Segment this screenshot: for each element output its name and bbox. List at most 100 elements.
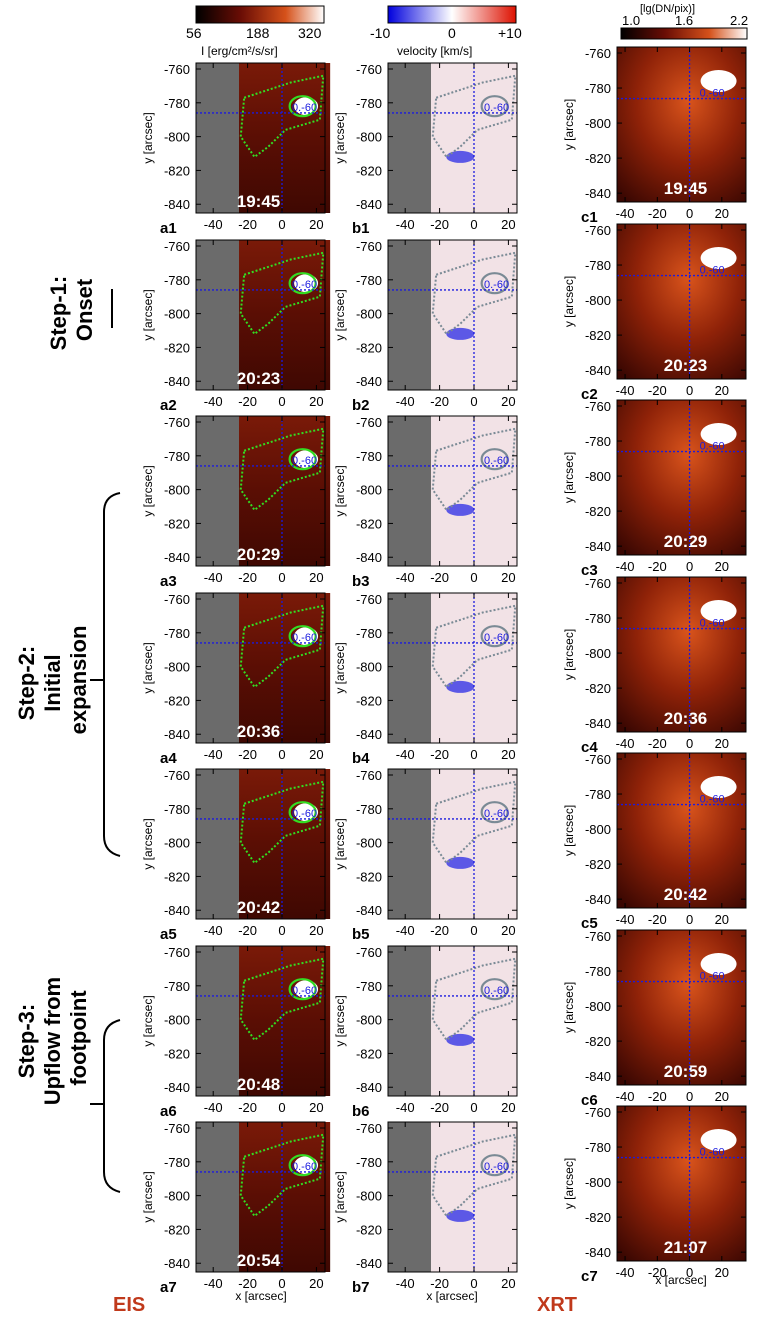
contour-label: 0.-60 [484, 632, 509, 644]
panel-a3: 0.-60 20:29 -760 -780 -800 -820 -840 -40 -20 0 20 y… [141, 415, 331, 590]
contour-label: 0.-60 [484, 1161, 509, 1173]
y-tick-label: -840 [356, 1256, 382, 1271]
y-tick-label: -820 [585, 1210, 611, 1225]
upflow-region [446, 503, 475, 516]
x-tick-label: 0 [470, 747, 477, 762]
x-tick-label: -40 [396, 923, 415, 938]
core-contour [480, 272, 509, 295]
y-tick-label: -800 [164, 1013, 190, 1028]
panel-label-a1: a1 [160, 220, 177, 237]
y-tick-label: -780 [585, 964, 611, 979]
time-label: 20:23 [664, 356, 707, 375]
panel-a1: 0.-60 19:45 -760 -780 -800 -820 -840 -40 -20 0 20 y… [141, 62, 331, 237]
x-tick-label: -20 [648, 736, 667, 751]
time-label: 20:36 [664, 709, 707, 728]
y-tick-label: -820 [164, 340, 190, 355]
y-tick-label: -760 [164, 415, 190, 430]
y-tick-label: -820 [164, 1222, 190, 1237]
x-tick-label: 0 [686, 1089, 693, 1104]
bright-core [294, 274, 319, 293]
y-axis-label: y [arcsec] [141, 1171, 155, 1222]
time-label: 20:42 [664, 885, 707, 904]
core-contour [480, 95, 509, 118]
y-axis-label: y [arcsec] [562, 629, 576, 680]
x-tick-label: -40 [396, 1100, 415, 1115]
y-tick-label: -840 [164, 1256, 190, 1271]
y-tick-label: -760 [356, 945, 382, 960]
y-tick-label: -760 [356, 415, 382, 430]
y-tick-label: -820 [356, 516, 382, 531]
contour-label: 0.-60 [292, 1161, 317, 1173]
panel-a5: 0.-60 20:42 -760 -780 -800 -820 -840 -40 -20 0 20 y… [141, 768, 331, 943]
y-axis-label: y [arcsec] [141, 642, 155, 693]
contour-label: 0.-60 [292, 632, 317, 644]
cb-vel-tick-1: 0 [448, 25, 456, 41]
y-axis-label: y [arcsec] [562, 805, 576, 856]
panel-label-b6: b6 [352, 1103, 370, 1120]
y-tick-label: -800 [164, 836, 190, 851]
y-axis-label: y [arcsec] [562, 276, 576, 327]
contour-label: 0.-60 [700, 88, 725, 100]
y-tick-label: -760 [164, 592, 190, 607]
y-tick-label: -840 [356, 374, 382, 389]
x-tick-label: 20 [715, 912, 729, 927]
y-tick-label: -800 [164, 1189, 190, 1204]
x-tick-label: -20 [238, 1100, 257, 1115]
core-contour [288, 801, 317, 824]
panel-b6: 0.-60 -760 -780 -800 -820 -840 -40 -20 0 20 y [arc… [333, 945, 518, 1120]
x-tick-label: 20 [501, 217, 515, 232]
x-tick-label: -20 [648, 206, 667, 221]
upflow-region [446, 856, 475, 869]
x-tick-label: 20 [501, 1276, 515, 1291]
panel-c3: 20:29 0.-60 -760 -780 -800 -820 -840 -40 -20 0 20 y… [562, 399, 747, 579]
y-axis-label: y [arcsec] [562, 99, 576, 150]
x-tick-label: 20 [309, 394, 323, 409]
x-tick-label: -20 [238, 1276, 257, 1291]
y-axis-label: y [arcsec] [141, 995, 155, 1046]
x-tick-label: -20 [238, 570, 257, 585]
core-contour [288, 95, 317, 118]
x-tick-label: 0 [686, 206, 693, 221]
core-contour [480, 1154, 509, 1177]
x-tick-label: 20 [309, 923, 323, 938]
x-tick-label: -20 [648, 559, 667, 574]
x-tick-label: -40 [204, 1100, 223, 1115]
panel-c6: 20:59 0.-60 -760 -780 -800 -820 -840 -40 -20 0 20 y… [562, 929, 747, 1109]
upflow-region [446, 680, 475, 693]
panel-b7: 0.-60 -760 -780 -800 -820 -840 -40 -20 0 20 y [arc… [333, 1121, 518, 1296]
cb-int-tick-1: 188 [246, 25, 270, 41]
x-tick-label: 20 [501, 747, 515, 762]
y-tick-label: -800 [356, 483, 382, 498]
panel-label-b4: b4 [352, 750, 370, 767]
y-tick-label: -780 [585, 1140, 611, 1155]
y-tick-label: -840 [356, 197, 382, 212]
x-tick-label: 0 [686, 912, 693, 927]
contour-label: 0.-60 [292, 808, 317, 820]
x-tick-label: -40 [616, 912, 635, 927]
x-tick-label: -40 [616, 559, 635, 574]
x-tick-label: 0 [686, 736, 693, 751]
y-tick-label: -780 [585, 787, 611, 802]
panel-a4: 0.-60 20:36 -760 -780 -800 -820 -840 -40 -20 0 20 y… [141, 592, 331, 767]
panel-label-a4: a4 [160, 750, 177, 767]
y-tick-label: -800 [356, 660, 382, 675]
contour-label: 0.-60 [484, 985, 509, 997]
x-tick-label: 20 [501, 394, 515, 409]
y-tick-label: -820 [164, 163, 190, 178]
y-tick-label: -760 [585, 46, 611, 61]
contour-label: 0.-60 [292, 455, 317, 467]
time-label: 20:54 [237, 1251, 281, 1270]
y-tick-label: -780 [164, 802, 190, 817]
y-tick-label: -840 [585, 539, 611, 554]
y-tick-label: -800 [585, 999, 611, 1014]
y-axis-label: y [arcsec] [562, 982, 576, 1033]
panel-c7: 21:07 0.-60 -760 -780 -800 -820 -840 -40 -20 0 20 y… [562, 1105, 747, 1285]
y-tick-label: -840 [356, 1080, 382, 1095]
y-tick-label: -840 [356, 727, 382, 742]
y-axis-label: y [arcsec] [141, 112, 155, 163]
y-tick-label: -820 [164, 516, 190, 531]
y-tick-label: -780 [585, 611, 611, 626]
y-tick-label: -780 [585, 81, 611, 96]
contour-label: 0.-60 [700, 618, 725, 630]
cb-xrt-tick-2: 2.2 [730, 13, 748, 28]
